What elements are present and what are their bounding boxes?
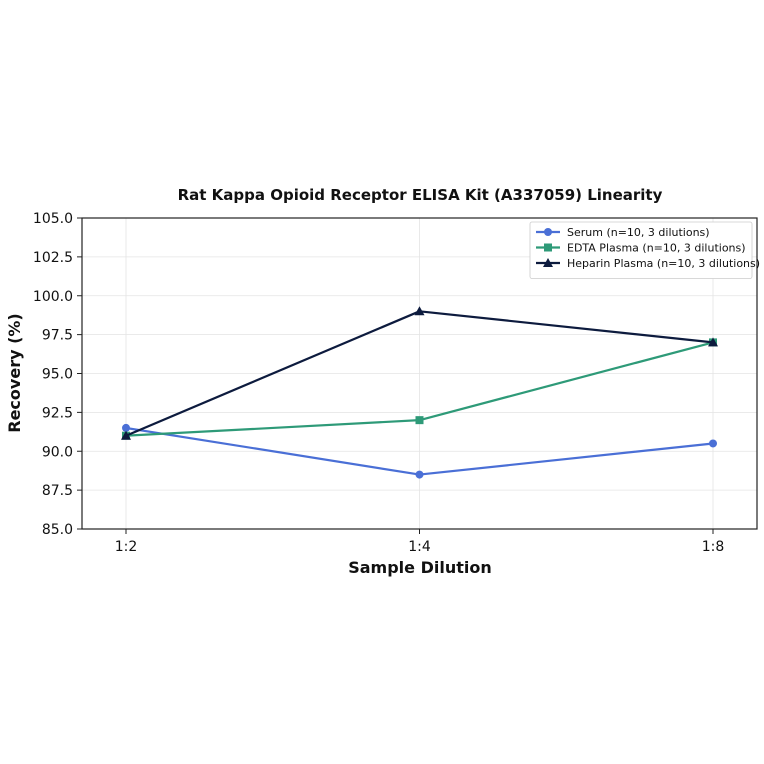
y-tick-label: 102.5 <box>33 250 73 266</box>
data-point <box>709 439 717 448</box>
y-tick-label: 95.0 <box>42 367 73 383</box>
x-axis-label: Sample Dilution <box>348 558 492 577</box>
legend-item: Serum (n=10, 3 dilutions) <box>536 226 710 239</box>
x-tick-label: 1:8 <box>702 539 725 555</box>
data-point <box>122 423 130 432</box>
y-tick-label: 97.5 <box>42 328 73 344</box>
y-tick-label: 85.0 <box>42 522 73 538</box>
data-point <box>121 430 131 440</box>
legend-swatch-marker <box>544 228 552 236</box>
legend-swatch-marker <box>544 243 552 252</box>
y-tick-label: 92.5 <box>42 405 73 421</box>
data-point <box>415 416 424 425</box>
x-tick-label: 1:2 <box>115 539 138 555</box>
y-tick-label: 105.0 <box>33 211 73 227</box>
data-point <box>414 306 425 316</box>
series <box>122 423 717 479</box>
legend-item: EDTA Plasma (n=10, 3 dilutions) <box>536 242 746 255</box>
series <box>121 306 718 440</box>
chart-title: Rat Kappa Opioid Receptor ELISA Kit (A33… <box>178 186 663 204</box>
axis-ticks: 85.0 87.5 90.0 92.5 95.0 97.5 100.0 102.5 105.0 1… <box>33 211 724 555</box>
legend-item: Heparin Plasma (n=10, 3 dilutions) <box>536 257 760 270</box>
x-tick-label: 1:4 <box>408 539 431 555</box>
legend: Serum (n=10, 3 dilutions) EDTA Plasma (n=… <box>529 221 760 279</box>
data-point <box>415 470 424 479</box>
y-axis-label: Recovery (%) <box>5 313 24 432</box>
legend-box <box>529 221 753 279</box>
y-tick-label: 100.0 <box>33 289 73 305</box>
legend-swatch-marker <box>543 258 553 267</box>
data-point <box>708 337 718 347</box>
series-group <box>121 306 718 479</box>
legend-label: EDTA Plasma (n=10, 3 dilutions) <box>567 242 746 255</box>
y-tick-label: 87.5 <box>42 483 73 499</box>
y-tick-label: 90.0 <box>42 444 73 460</box>
legend-label: Heparin Plasma (n=10, 3 dilutions) <box>567 257 760 270</box>
legend-label: Serum (n=10, 3 dilutions) <box>567 226 710 239</box>
